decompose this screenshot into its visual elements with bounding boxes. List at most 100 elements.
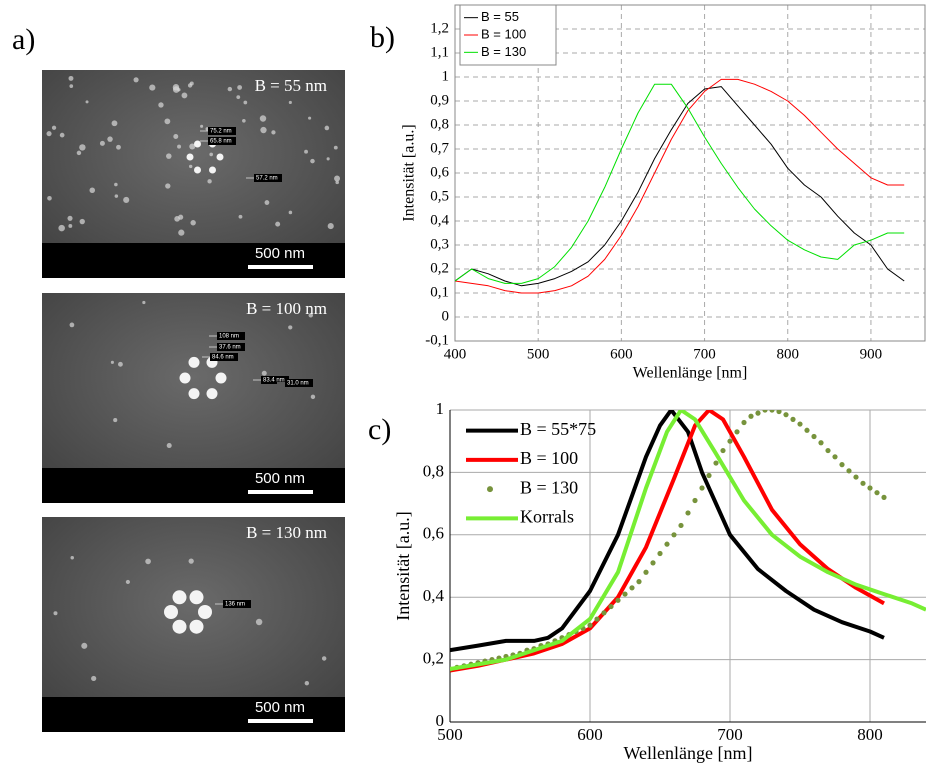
particle [178, 229, 185, 236]
particle [188, 388, 200, 400]
particle [111, 120, 118, 127]
data-point [685, 510, 691, 516]
data-point [832, 454, 838, 460]
particle [187, 83, 193, 88]
particle [288, 210, 293, 215]
legend-label: B = 55 [481, 9, 519, 24]
data-point [601, 610, 607, 616]
particle [324, 125, 330, 131]
plot-frame [454, 4, 926, 342]
data-line [455, 86, 905, 287]
particle [46, 131, 52, 137]
particle [85, 100, 89, 104]
particle [68, 75, 74, 81]
data-point [622, 591, 628, 597]
particle [91, 675, 97, 682]
particle [207, 179, 212, 184]
data-point [874, 490, 880, 496]
measure-box [285, 379, 313, 387]
particle [172, 84, 180, 91]
particle [79, 144, 86, 151]
particle [288, 100, 292, 105]
measure-box [217, 343, 245, 351]
particle [236, 95, 241, 100]
data-point [636, 579, 642, 585]
data-point [846, 468, 852, 474]
legend-label: B = 130 [481, 44, 526, 59]
data-point [748, 413, 754, 419]
particle [123, 196, 130, 204]
particle [237, 85, 243, 90]
y-tick-label: 0,4 [430, 212, 449, 228]
data-point [657, 550, 663, 557]
data-point [797, 421, 803, 427]
particle [59, 132, 65, 138]
scale-label: 500 nm [255, 245, 305, 262]
scale-strip [42, 243, 345, 278]
y-tick-label: 0,8 [430, 116, 449, 132]
data-line [450, 410, 885, 653]
image-label: B = 130 nm [246, 523, 327, 542]
data-point [664, 541, 670, 547]
data-point [825, 447, 831, 454]
data-point [853, 474, 859, 480]
data-point [699, 485, 705, 491]
y-tick-label: 0 [436, 711, 445, 730]
data-point [629, 585, 635, 591]
particle [68, 224, 73, 228]
particle [110, 360, 114, 364]
particle [113, 418, 118, 423]
particle [242, 118, 246, 123]
particle [107, 136, 113, 142]
panel-label: a) [12, 23, 35, 56]
data-point [608, 603, 614, 610]
particle [310, 394, 316, 400]
particle [114, 194, 119, 198]
y-axis-label: Intensität [a.u.] [401, 124, 418, 221]
particle [69, 322, 75, 328]
particle [70, 556, 74, 560]
particle [177, 144, 182, 149]
data-line [450, 410, 926, 671]
sem-image: 500 nm B = 55 nm 75.2 nm 65.8 nm 57.2 nm [42, 70, 345, 278]
particle [114, 182, 118, 187]
particle [238, 214, 243, 219]
data-point [671, 532, 677, 538]
particle [67, 215, 73, 221]
data-point [755, 410, 761, 416]
x-tick-label: 400 [444, 346, 467, 362]
particle [209, 152, 214, 157]
y-tick-label: 0,9 [430, 92, 449, 108]
y-tick-label: 1 [436, 399, 445, 418]
particle [166, 153, 172, 159]
x-tick-label: 600 [577, 725, 603, 744]
particle [194, 140, 201, 148]
y-tick-label: -0,1 [425, 332, 449, 348]
particle [259, 115, 267, 122]
particle [172, 590, 187, 605]
particle [189, 590, 204, 605]
particle [308, 313, 313, 318]
data-point [762, 410, 768, 413]
particle [47, 195, 52, 201]
y-tick-label: 0,8 [423, 461, 444, 480]
particle [288, 325, 293, 330]
x-tick-label: 500 [437, 725, 463, 744]
y-tick-label: 0,2 [423, 649, 444, 668]
particle [243, 100, 248, 105]
x-axis-label: Wellenlänge [nm] [624, 743, 753, 763]
sem-image: 500 nm B = 100 nm 108 nm 37.6 nm 84.6 nm 83.4… [42, 293, 345, 503]
y-tick-label: 0 [442, 308, 450, 324]
particle [166, 443, 172, 449]
data-point [615, 597, 621, 603]
particle [189, 143, 196, 150]
measurement: 57.2 nm [256, 176, 278, 182]
data-point [643, 569, 649, 575]
scale-label: 500 nm [255, 470, 305, 487]
particle [200, 124, 204, 128]
particle [158, 102, 164, 108]
particle [215, 372, 227, 384]
particle [145, 558, 151, 565]
